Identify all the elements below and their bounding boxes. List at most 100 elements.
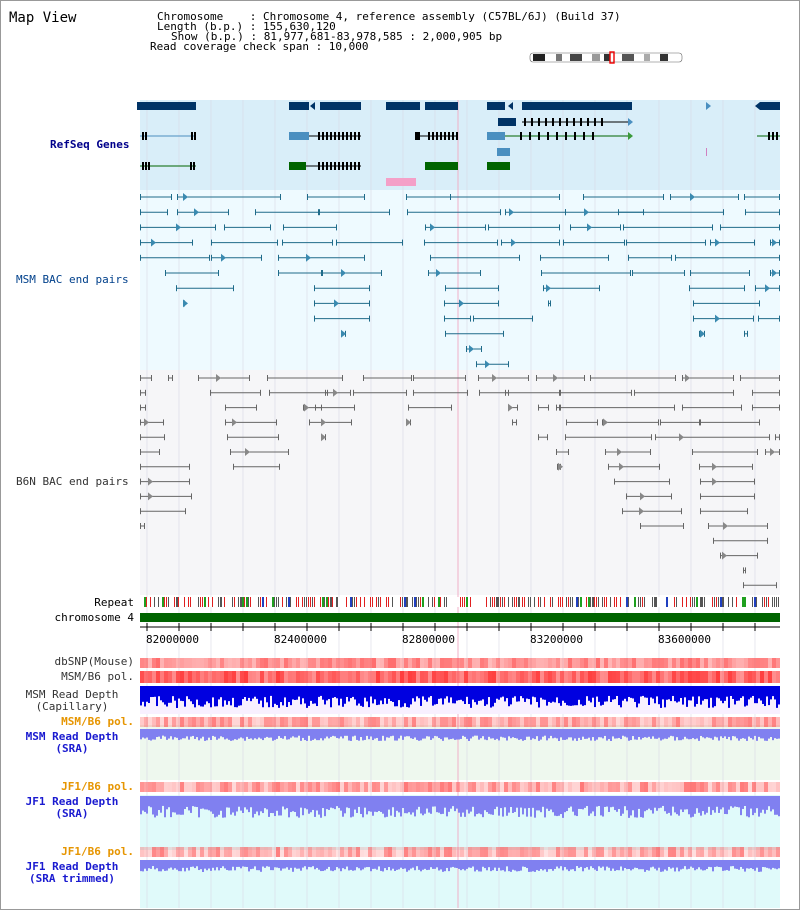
snp-density-bin [144,782,148,792]
repeat-element [288,597,290,607]
read-depth-bin [146,686,148,702]
track-label-msm-bac[interactable]: MSM BAC end pairs [16,273,129,286]
track-label-msm-depth-cap-1[interactable]: MSM Read Depth [25,688,119,701]
read-depth-bin [356,729,358,740]
track-label-jf1-depth-trim-1[interactable]: JF1 Read Depth [25,860,119,873]
read-depth-bin [724,796,726,814]
snp-density-bin [420,717,424,727]
bac-end [640,523,641,529]
exon [334,162,336,170]
track-label-repeat[interactable]: Repeat [94,596,134,609]
read-depth-bin [504,729,506,738]
read-depth-bin [168,729,170,739]
read-depth-bin [530,729,532,740]
read-depth-bin [326,686,328,701]
read-depth-bin [144,796,146,812]
track-label-dbsnp[interactable]: dbSNP(Mouse) [54,655,134,668]
track-label-jf1-depth-sra-1[interactable]: JF1 Read Depth [25,795,119,808]
snp-density-bin [248,847,252,857]
repeat-element [246,597,248,607]
read-depth-bin [370,729,372,737]
repeat-element [704,597,705,607]
snp-density-bin [584,847,588,857]
bac-end [532,315,533,322]
snp-density-bin [324,782,328,792]
track-label-msm-depth-cap-2[interactable]: (Capillary) [35,700,109,713]
read-depth-bin [258,729,260,738]
bac-end [663,194,664,200]
read-depth-bin [620,860,622,867]
read-depth-bin [540,796,542,813]
track-label-jf1-depth-sra-2[interactable]: (SRA) [55,807,89,820]
read-depth-bin [616,796,618,812]
track-label-msm-depth-sra-2[interactable]: (SRA) [55,742,89,755]
read-depth-bin [318,729,320,741]
track-label-chrom[interactable]: chromosome 4 [54,611,134,624]
snp-density-bin [544,782,548,792]
read-depth-bin [630,796,632,816]
read-depth-bin [242,729,244,739]
snp-density-bin [408,782,412,792]
track-label-b6n-bac[interactable]: B6N BAC end pairs [16,475,129,488]
snp-density-bin [480,671,484,683]
bac-end [543,285,544,292]
read-depth-bin [278,860,280,869]
read-depth-bin [766,860,768,868]
track-label-refseq[interactable]: RefSeq Genes [50,138,130,151]
track-label-msm-b6-pol-2[interactable]: MSM/B6 pol. [61,715,134,728]
read-depth-bin [682,860,684,869]
snp-density-bin [772,671,776,683]
read-depth-bin [382,860,384,872]
read-depth-bin [582,686,584,706]
repeat-element [208,597,209,607]
snp-density-bin [536,782,540,792]
read-depth-bin [488,860,490,868]
snp-density-bin [184,847,188,857]
read-depth-bin [518,860,520,872]
repeat-element [406,597,408,607]
repeat-element [250,597,251,607]
track-label-jf1-b6-pol[interactable]: JF1/B6 pol. [61,780,134,793]
snp-density-bin [572,717,576,727]
read-depth-bin [392,860,394,869]
snp-density-bin [592,671,596,683]
read-depth-bin [684,860,686,867]
read-depth-bin [558,729,560,741]
track-label-jf1-b6-pol-2[interactable]: JF1/B6 pol. [61,845,134,858]
snp-density-bin [168,847,172,857]
track-label-msm-b6-pol[interactable]: MSM/B6 pol. [61,670,134,683]
read-depth-bin [400,860,402,868]
snp-density-bin [432,671,436,683]
read-depth-bin [406,796,408,814]
exon [193,162,195,170]
repeat-element [690,597,691,607]
read-depth-bin [634,686,636,702]
snp-density-bin [672,671,676,683]
snp-density-bin [656,658,660,668]
read-depth-bin [706,729,708,738]
snp-density-bin [588,782,592,792]
track-label-jf1-depth-trim-2[interactable]: (SRA trimmed) [28,872,116,885]
read-depth-bin [670,729,672,736]
bac-end [752,404,753,411]
read-depth-bin [606,729,608,741]
bac-end [280,194,281,200]
snp-density-bin [572,847,576,857]
read-depth-bin [778,729,780,739]
track-label-msm-depth-sra-1[interactable]: MSM Read Depth [25,730,119,743]
read-depth-bin [410,729,412,739]
repeat-element [594,597,595,607]
read-depth-bin [688,796,690,815]
snp-density-bin [416,782,420,792]
read-depth-bin [392,729,394,736]
read-depth-bin [224,729,226,740]
snp-density-bin [172,658,176,668]
repeat-element [512,597,513,607]
read-depth-bin [468,796,470,814]
snp-density-bin [492,658,496,668]
msm-bac-bg [140,190,780,370]
read-depth-bin [410,796,412,815]
snp-density-bin [664,658,668,668]
read-depth-bin [416,860,418,867]
